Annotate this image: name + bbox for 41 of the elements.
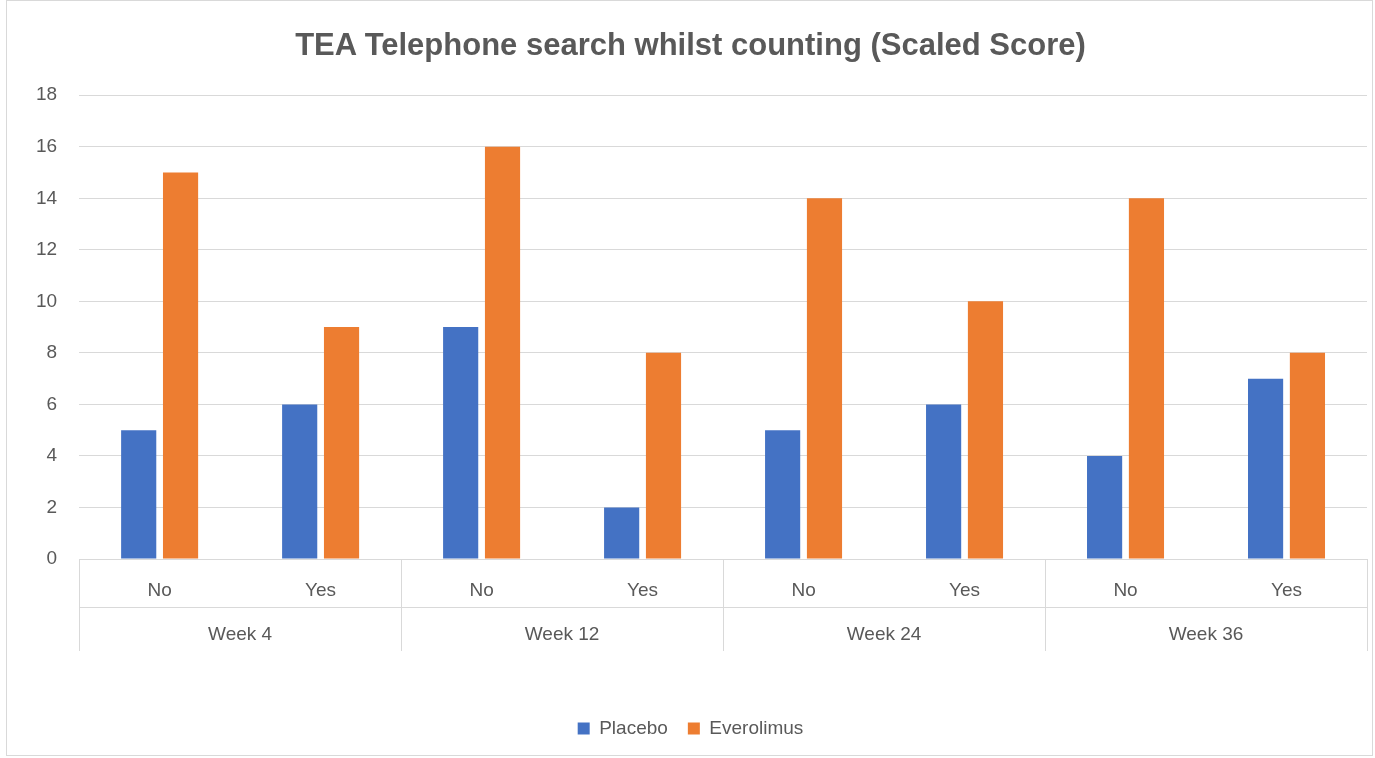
bar — [926, 404, 962, 559]
x-tick-label: No — [469, 578, 494, 600]
bar — [1087, 455, 1123, 559]
text: Week 12 — [524, 623, 600, 645]
bar — [806, 198, 843, 559]
y-tick-label: 2 — [46, 495, 58, 517]
y-tick-label: 4 — [46, 444, 58, 466]
text: Week 24 — [846, 623, 922, 645]
y-tick-label: 10 — [35, 289, 58, 311]
bar — [121, 430, 157, 559]
bar — [484, 146, 521, 559]
x-tick-label: No — [791, 578, 816, 600]
bar — [443, 327, 479, 559]
y-tick-label: 6 — [46, 392, 58, 414]
x-tick-label: Yes — [1271, 578, 1303, 600]
text: Week 36 — [1168, 623, 1244, 645]
y-tick-label: 14 — [35, 186, 58, 208]
legend-label: Everolimus — [709, 716, 804, 738]
x-tick-label: Yes — [305, 578, 337, 600]
y-tick-label: 8 — [46, 341, 58, 363]
bar — [967, 301, 1004, 559]
bar — [604, 507, 640, 559]
bar — [162, 172, 199, 559]
legend-label: Placebo — [599, 716, 668, 738]
bar — [282, 404, 318, 559]
bar — [645, 352, 682, 559]
bar — [765, 430, 801, 559]
y-tick-label: 18 — [35, 83, 58, 105]
text: Week 4 — [208, 623, 273, 645]
y-tick-label: 12 — [35, 238, 58, 260]
x-tick-label: Yes — [949, 578, 981, 600]
chart-title: TEA Telephone search whilst counting (Scaled Score) — [295, 27, 1086, 63]
x-tick-label: No — [1113, 578, 1138, 600]
y-tick-label: 16 — [35, 134, 58, 156]
x-tick-label: No — [147, 578, 172, 600]
y-tick-label: 0 — [46, 547, 58, 569]
bar — [1289, 352, 1326, 559]
bar — [1128, 198, 1165, 559]
bar — [323, 327, 360, 559]
x-tick-label: Yes — [627, 578, 659, 600]
bar — [1248, 378, 1284, 559]
